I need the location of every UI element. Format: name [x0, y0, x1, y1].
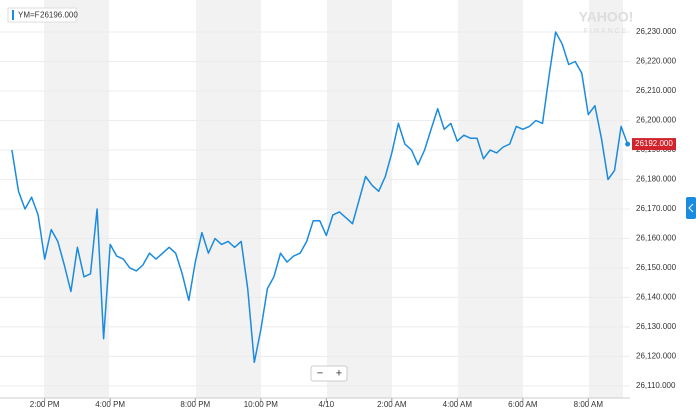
- x-tick-label: 2:00 AM: [377, 400, 407, 409]
- last-point: [625, 141, 631, 147]
- price-line: [11, 31, 629, 364]
- legend-value: 26196.000: [40, 11, 78, 20]
- x-tick-label: 4:00 PM: [95, 400, 125, 409]
- y-tick-label: 26,160.000: [636, 234, 677, 243]
- x-tick-label: 10:00 PM: [244, 400, 279, 409]
- zoom-in[interactable]: +: [336, 367, 342, 379]
- legend-swatch: [12, 10, 14, 20]
- x-tick-label: 4:00 AM: [443, 400, 473, 409]
- session-band: [589, 0, 623, 398]
- y-tick-label: 26,170.000: [636, 204, 677, 213]
- side-panel-toggle[interactable]: [686, 197, 696, 219]
- x-tick-label: 8:00 PM: [180, 400, 210, 409]
- zoom-control[interactable]: [310, 365, 348, 382]
- y-tick-label: 26,180.000: [636, 175, 677, 184]
- last-price-box: [632, 138, 676, 151]
- y-tick-label: 26,150.000: [636, 263, 677, 272]
- session-band: [44, 0, 109, 398]
- zoom-out[interactable]: −: [317, 367, 323, 379]
- x-tick-label: 2:00 PM: [30, 400, 60, 409]
- y-tick-label: 26,200.000: [636, 116, 677, 125]
- x-tick-label: 8:00 AM: [574, 400, 604, 409]
- watermark: YAHOO!: [579, 9, 634, 25]
- y-tick-label: 26,120.000: [636, 352, 677, 361]
- legend: [7, 7, 77, 23]
- legend-name: YM=F: [18, 11, 40, 20]
- y-tick-label: 26,130.000: [636, 322, 677, 331]
- session-band: [458, 0, 523, 398]
- x-tick-label: 4/10: [319, 400, 335, 409]
- y-tick-label: 26,110.000: [636, 381, 676, 390]
- x-tick-label: 6:00 AM: [508, 400, 538, 409]
- y-tick-label: 26,230.000: [636, 27, 677, 36]
- y-tick-label: 26,220.000: [636, 57, 677, 66]
- y-tick-label: 26,140.000: [636, 293, 677, 302]
- last-price-label: 26192.000: [635, 139, 673, 148]
- watermark: FINANCE: [584, 28, 629, 35]
- toggle-arrow: [688, 203, 694, 213]
- session-band: [196, 0, 261, 398]
- y-tick-label: 26,210.000: [636, 86, 677, 95]
